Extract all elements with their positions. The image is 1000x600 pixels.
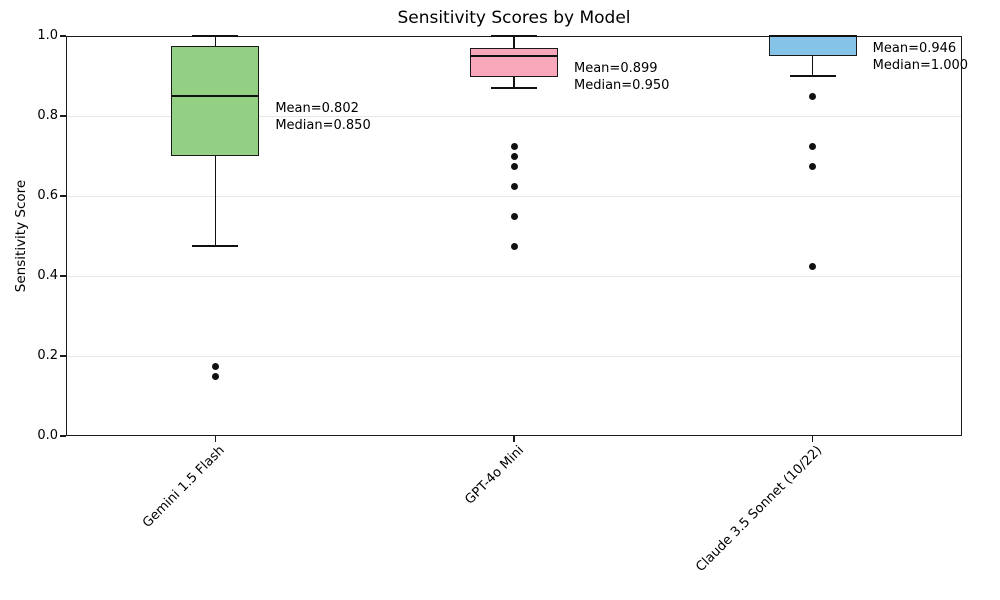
whisker-lower-claude-3-5-sonnet-10-22 <box>811 56 814 76</box>
whisker-cap-lower-gemini-1-5-flash <box>192 245 239 247</box>
y-tick-label: 0.6 <box>37 188 58 203</box>
annotation-line: Mean=0.899 <box>574 61 658 76</box>
y-tick-label: 1.0 <box>37 28 58 43</box>
y-tick-mark <box>60 275 66 277</box>
x-tick-mark <box>513 436 515 442</box>
y-tick-mark <box>60 35 66 37</box>
outlier-dot-gpt-4o-mini <box>510 242 518 250</box>
y-tick-mark <box>60 435 66 437</box>
y-tick-label: 0.4 <box>37 268 58 283</box>
outlier-dot-claude-3-5-sonnet-10-22 <box>809 262 817 270</box>
whisker-cap-upper-gemini-1-5-flash <box>192 35 239 37</box>
annotation-line: Mean=0.946 <box>872 41 957 56</box>
median-line-gemini-1-5-flash <box>171 95 260 97</box>
whisker-lower-gemini-1-5-flash <box>214 156 217 246</box>
annotation-claude-3-5-sonnet-10-22: Mean=0.946 Median=1.000 <box>873 40 968 74</box>
outlier-dot-gpt-4o-mini <box>510 212 518 220</box>
annotation-line: Median=1.000 <box>872 58 969 73</box>
y-tick-mark <box>60 115 66 117</box>
outlier-dot-gpt-4o-mini <box>510 152 518 160</box>
y-tick-label: 0.8 <box>37 108 58 123</box>
annotation-gemini-1-5-flash: Mean=0.802 Median=0.850 <box>275 100 370 134</box>
median-line-gpt-4o-mini <box>470 55 558 57</box>
x-tick-label-claude-3-5-sonnet-10-22: Claude 3.5 Sonnet (10/22) <box>693 443 826 575</box>
outlier-dot-gemini-1-5-flash <box>211 362 219 370</box>
annotation-line: Median=0.950 <box>574 78 670 93</box>
gridline <box>67 195 961 197</box>
annotation-line: Median=0.850 <box>275 118 371 133</box>
whisker-cap-upper-gpt-4o-mini <box>491 35 537 37</box>
outlier-dot-gpt-4o-mini <box>510 142 518 150</box>
box-gpt-4o-mini <box>470 48 558 77</box>
outlier-dot-claude-3-5-sonnet-10-22 <box>809 92 817 100</box>
box-gemini-1-5-flash <box>171 46 260 156</box>
outlier-dot-gpt-4o-mini <box>510 162 518 170</box>
x-tick-mark <box>811 436 814 442</box>
median-line-claude-3-5-sonnet-10-22 <box>768 35 857 37</box>
outlier-dot-claude-3-5-sonnet-10-22 <box>809 162 817 170</box>
outlier-dot-gemini-1-5-flash <box>211 372 219 380</box>
box-claude-3-5-sonnet-10-22 <box>768 36 857 56</box>
y-tick-mark <box>60 355 66 357</box>
chart-title: Sensitivity Scores by Model <box>397 8 631 28</box>
x-tick-label-gemini-1-5-flash: Gemini 1.5 Flash <box>140 443 228 531</box>
whisker-cap-lower-gpt-4o-mini <box>491 87 537 89</box>
y-tick-label: 0.2 <box>37 348 58 363</box>
x-tick-mark <box>214 436 217 442</box>
gridline <box>67 115 961 117</box>
x-tick-label-gpt-4o-mini: GPT-4o Mini <box>461 443 527 508</box>
whisker-upper-gpt-4o-mini <box>513 36 515 48</box>
outlier-dot-claude-3-5-sonnet-10-22 <box>809 142 817 150</box>
gridline <box>67 275 961 277</box>
gridline <box>67 355 961 357</box>
y-tick-label: 0.0 <box>37 428 58 443</box>
whisker-upper-gemini-1-5-flash <box>214 36 217 46</box>
whisker-cap-lower-claude-3-5-sonnet-10-22 <box>789 75 836 77</box>
outlier-dot-gpt-4o-mini <box>510 182 518 190</box>
whisker-lower-gpt-4o-mini <box>513 76 515 88</box>
y-tick-mark <box>60 195 66 197</box>
annotation-line: Mean=0.802 <box>275 101 359 116</box>
annotation-gpt-4o-mini: Mean=0.899 Median=0.950 <box>574 60 669 94</box>
